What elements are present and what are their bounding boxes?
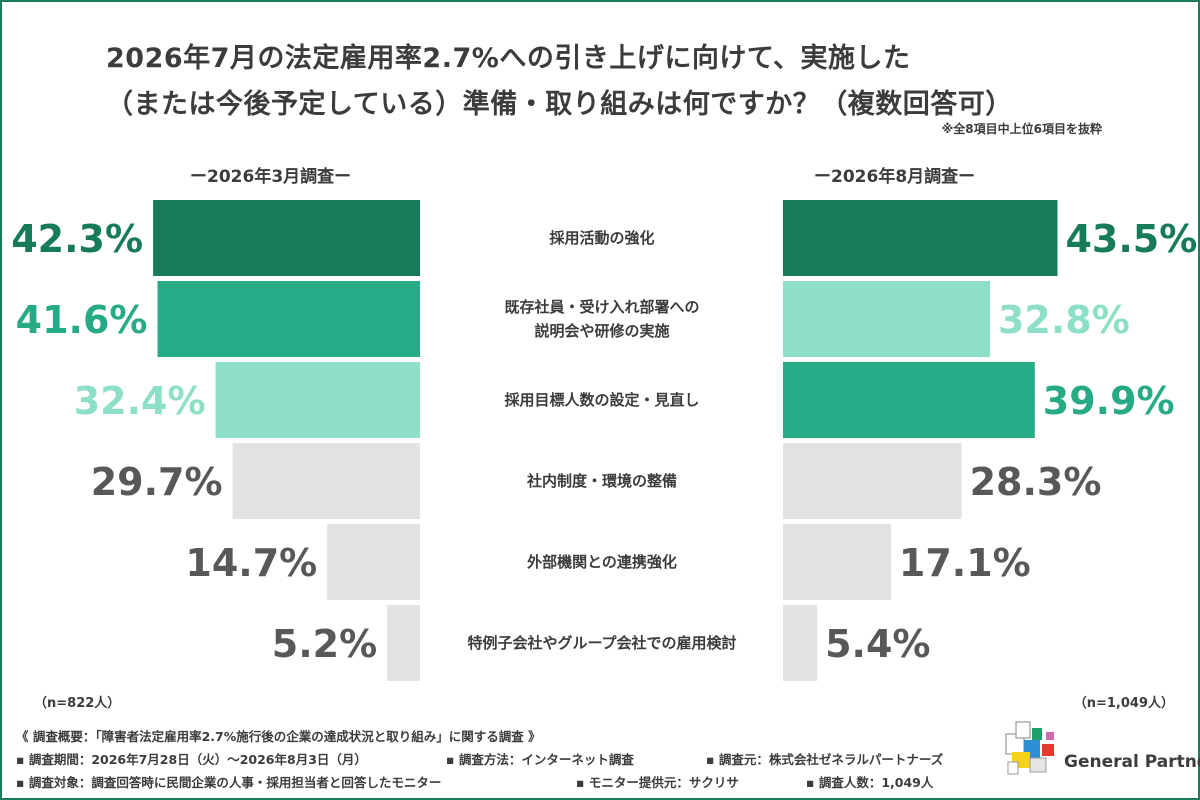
category-label-1: 既存社員・受け入れ部署への 説明会や研修の実施 (422, 281, 782, 357)
category-label-5: 特例子会社やグループ会社での雇用検討 (422, 605, 782, 681)
chart-title-line-1: 2026年7月の法定雇用率2.7%への引き上げに向けて、実施した (106, 43, 911, 74)
series-label-march: ー2026年3月調査ー (190, 167, 352, 187)
monitor-provider: ▪ モニター提供元：サクリサ (576, 775, 739, 790)
bar-march-2 (215, 362, 420, 438)
chart-title-line-2: （または今後予定している）準備・取り組みは何ですか？（複数回答可） (106, 89, 1013, 120)
bar-march-0 (153, 200, 420, 276)
general-partners-logo-text: General Partners (1064, 752, 1200, 772)
value-label-march-4: 14.7% (185, 541, 317, 585)
bar-august-1 (783, 281, 990, 357)
sample-size-august: （n=1,049人） (1073, 696, 1174, 711)
value-label-march-0: 42.3% (11, 217, 143, 261)
bar-august-0 (783, 200, 1058, 276)
survey-source: ▪ 調査元：株式会社ゼネラルパートナーズ (706, 752, 944, 767)
category-label-1-line-1: 説明会や研修の実施 (534, 322, 670, 340)
value-label-august-2: 39.9% (1043, 379, 1175, 423)
value-label-march-5: 5.2% (272, 622, 377, 666)
butterfly-bar-chart: 42.3% 41.6% 32.4% 29.7% 14.7% 5.2% 43.5% 32.8% 3… (11, 200, 1197, 681)
value-label-august-3: 28.3% (970, 460, 1102, 504)
value-label-march-2: 32.4% (74, 379, 206, 423)
chart-note: ※全8項目中上位6項目を抜粋 (941, 122, 1102, 136)
bar-august-4 (783, 524, 891, 600)
survey-summary-title: 《 調査概要：「障害者法定雇用率2.7%施行後の企業の達成状況と取り組み」に関す… (16, 729, 541, 744)
value-label-march-3: 29.7% (91, 460, 223, 504)
sample-size-march: （n=822人） (34, 696, 121, 711)
series-label-august: ー2026年8月調査ー (814, 167, 976, 187)
value-label-august-1: 32.8% (998, 298, 1130, 342)
bar-march-5 (387, 605, 420, 681)
bar-march-4 (327, 524, 420, 600)
survey-count: ▪ 調査人数：1,049人 (806, 775, 934, 790)
value-label-march-1: 41.6% (16, 298, 148, 342)
category-label-3: 社内制度・環境の整備 (422, 443, 782, 519)
bar-march-3 (232, 443, 420, 519)
general-partners-logo-icon (1005, 721, 1054, 775)
category-label-5-line-0: 特例子会社やグループ会社での雇用検討 (467, 634, 737, 652)
category-label-4: 外部機関との連携強化 (422, 524, 782, 600)
category-label-0-line-0: 採用活動の強化 (549, 229, 655, 247)
value-label-august-4: 17.1% (899, 541, 1031, 585)
category-label-3-line-0: 社内制度・環境の整備 (526, 472, 677, 490)
bar-august-2 (783, 362, 1035, 438)
survey-period: ▪ 調査期間：2026年7月28日（火）〜2026年8月3日（月） (16, 752, 367, 767)
category-label-2-line-0: 採用目標人数の設定・見直し (504, 391, 700, 409)
category-label-4-line-0: 外部機関との連携強化 (527, 553, 677, 571)
category-label-2: 採用目標人数の設定・見直し (422, 362, 782, 438)
survey-method: ▪ 調査方法：インターネット調査 (446, 752, 634, 767)
value-label-august-0: 43.5% (1065, 217, 1197, 261)
survey-target: ▪ 調査対象：調査回答時に民間企業の人事・採用担当者と回答したモニター (16, 775, 442, 790)
bar-august-5 (783, 605, 818, 681)
bar-august-3 (783, 443, 962, 519)
category-label-0: 採用活動の強化 (422, 200, 782, 276)
category-label-1-line-0: 既存社員・受け入れ部署への (504, 298, 700, 316)
value-label-august-5: 5.4% (825, 622, 930, 666)
bar-march-1 (157, 281, 420, 357)
